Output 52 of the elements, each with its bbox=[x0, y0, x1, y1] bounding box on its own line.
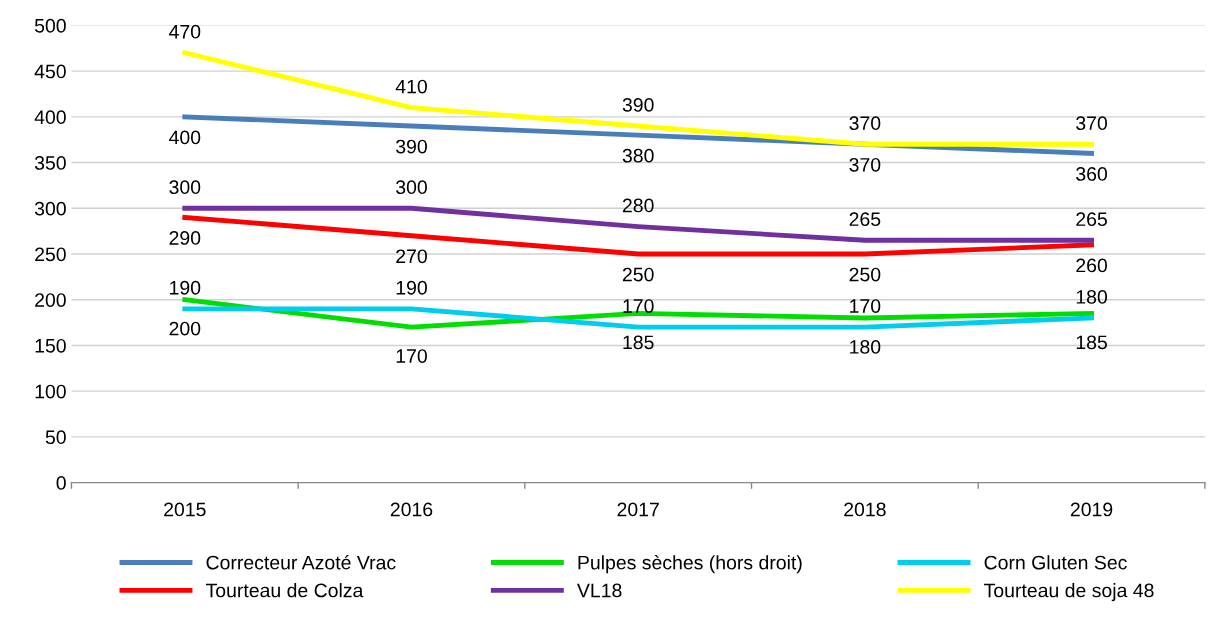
data-label: 300 bbox=[169, 180, 201, 195]
data-label: 250 bbox=[849, 267, 881, 282]
x-tick-label: 2019 bbox=[1070, 502, 1113, 517]
data-label: 390 bbox=[622, 97, 654, 112]
data-label: 170 bbox=[623, 299, 654, 313]
data-label: 400 bbox=[169, 130, 201, 145]
y-tick-label: 300 bbox=[34, 201, 66, 216]
legend-label: Tourteau de soja 48 bbox=[984, 583, 1154, 602]
legend-label: Correcteur Azoté Vrac bbox=[206, 554, 396, 570]
data-label: 270 bbox=[396, 249, 427, 264]
data-label: 185 bbox=[1076, 335, 1107, 350]
data-label: 370 bbox=[1076, 116, 1108, 131]
y-tick-label: 500 bbox=[34, 18, 66, 33]
data-label: 280 bbox=[622, 198, 654, 213]
y-tick-label: 150 bbox=[35, 338, 66, 353]
y-tick-label: 400 bbox=[34, 110, 66, 125]
data-label: 300 bbox=[396, 180, 427, 195]
y-tick-label: 100 bbox=[35, 384, 66, 399]
legend-label: VL18 bbox=[577, 583, 622, 598]
x-tick-label: 2018 bbox=[844, 502, 886, 517]
data-label: 390 bbox=[396, 139, 427, 154]
legend-label: Pulpes sèches (hors droit) bbox=[578, 554, 802, 574]
x-tick-label: 2015 bbox=[164, 502, 206, 517]
data-label: 200 bbox=[169, 321, 201, 336]
data-label: 265 bbox=[849, 212, 881, 227]
data-label: 380 bbox=[622, 148, 654, 163]
data-label: 180 bbox=[850, 340, 881, 354]
data-label: 170 bbox=[396, 349, 427, 363]
data-label: 170 bbox=[850, 299, 881, 313]
legend-label: Corn Gluten Sec bbox=[984, 555, 1127, 570]
y-tick-label: 450 bbox=[34, 64, 66, 79]
y-tick-label: 50 bbox=[45, 430, 66, 445]
legend-label: Tourteau de Colza bbox=[205, 583, 364, 598]
data-label: 370 bbox=[849, 116, 881, 131]
y-tick-label: 200 bbox=[35, 293, 66, 307]
data-label: 290 bbox=[169, 231, 201, 245]
data-label: 190 bbox=[170, 280, 201, 295]
data-label: 265 bbox=[1076, 212, 1107, 227]
data-label: 185 bbox=[623, 335, 654, 350]
data-label: 410 bbox=[395, 79, 427, 94]
x-tick-label: 2016 bbox=[390, 502, 433, 517]
y-tick-label: 350 bbox=[34, 156, 66, 170]
y-tick-label: 0 bbox=[56, 476, 66, 490]
data-label: 370 bbox=[849, 157, 881, 172]
x-tick-label: 2017 bbox=[617, 502, 659, 517]
data-label: 250 bbox=[622, 267, 654, 282]
data-label: 360 bbox=[1076, 167, 1108, 181]
data-label: 180 bbox=[1076, 290, 1108, 304]
data-label: 260 bbox=[1076, 258, 1108, 273]
data-label: 470 bbox=[169, 24, 201, 39]
data-label: 190 bbox=[396, 280, 427, 295]
y-tick-label: 250 bbox=[35, 247, 66, 262]
